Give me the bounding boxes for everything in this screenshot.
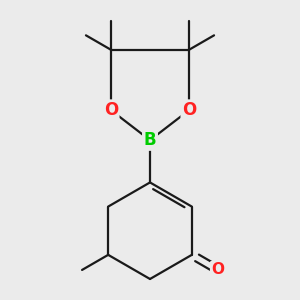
- Text: B: B: [144, 131, 156, 149]
- Text: O: O: [182, 101, 196, 119]
- Text: O: O: [103, 101, 118, 119]
- Text: O: O: [212, 262, 224, 278]
